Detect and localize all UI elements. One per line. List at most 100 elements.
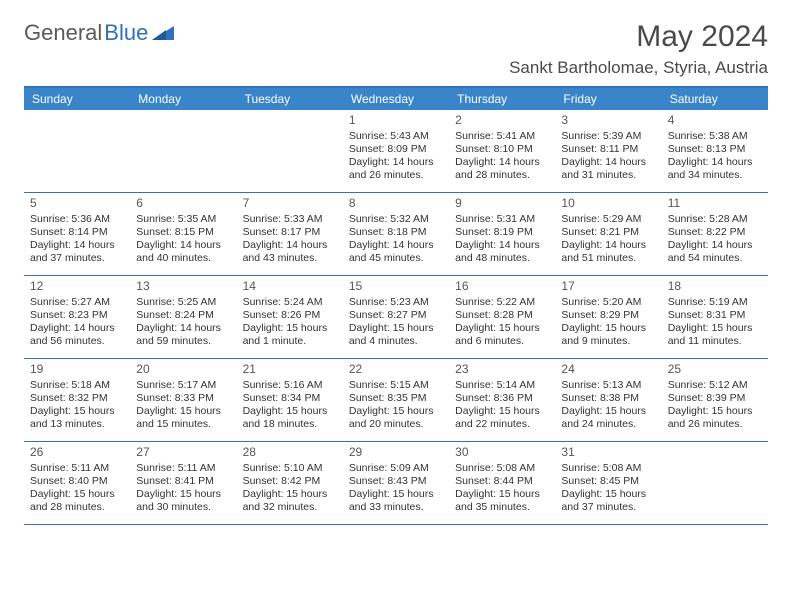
day-cell: 16Sunrise: 5:22 AMSunset: 8:28 PMDayligh… [449, 276, 555, 358]
day-number: 5 [30, 196, 124, 211]
dayhead-mon: Monday [130, 88, 236, 110]
day-header-row: Sunday Monday Tuesday Wednesday Thursday… [24, 88, 768, 110]
day-cell: 24 Sunrise: 5:13 AMSunset: 8:38 PMDayligh… [555, 359, 661, 441]
calendar-page: GeneralBlue May 2024 Sankt Bartholomae, … [0, 0, 792, 545]
day-info-day2: and 37 minutes. [561, 501, 655, 514]
day-info-sunset: Sunset: 8:27 PM [349, 309, 443, 322]
empty-cell [130, 110, 236, 192]
day-number: 30 [455, 445, 549, 460]
day-info-day1: Daylight: 14 hours [455, 156, 549, 169]
day-number: 20 [136, 362, 230, 377]
logo-triangle-icon [152, 20, 174, 46]
day-info-day2: and 4 minutes. [349, 335, 443, 348]
weeks-container: 1Sunrise: 5:43 AMSunset: 8:09 PMDaylight… [24, 110, 768, 525]
week-row: 1Sunrise: 5:43 AMSunset: 8:09 PMDaylight… [24, 110, 768, 193]
day-number: 9 [455, 196, 549, 211]
day-info-sunrise: Sunrise: 5:22 AM [455, 296, 549, 309]
day-info-sunset: Sunset: 8:21 PM [561, 226, 655, 239]
day-info-sunset: Sunset: 8:24 PM [136, 309, 230, 322]
day-info-sunset: Sunset: 8:41 PM [136, 475, 230, 488]
day-info-sunrise: Sunrise: 5:15 AM [349, 379, 443, 392]
day-info-sunset: Sunset: 8:31 PM [668, 309, 762, 322]
day-cell: 17Sunrise: 5:20 AMSunset: 8:29 PMDayligh… [555, 276, 661, 358]
day-number: 17 [561, 279, 655, 294]
day-info-sunrise: Sunrise: 5:29 AM [561, 213, 655, 226]
day-info-sunset: Sunset: 8:33 PM [136, 392, 230, 405]
day-info-day1: Daylight: 14 hours [349, 239, 443, 252]
week-row: 5Sunrise: 5:36 AMSunset: 8:14 PMDaylight… [24, 193, 768, 276]
day-number: 28 [243, 445, 337, 460]
day-info-day1: Daylight: 15 hours [30, 405, 124, 418]
day-cell: 8Sunrise: 5:32 AMSunset: 8:18 PMDaylight… [343, 193, 449, 275]
day-info-sunset: Sunset: 8:34 PM [243, 392, 337, 405]
day-info-day2: and 26 minutes. [349, 169, 443, 182]
day-info-sunrise: Sunrise: 5:32 AM [349, 213, 443, 226]
day-info-sunrise: Sunrise: 5:13 AM [561, 379, 655, 392]
day-info-sunrise: Sunrise: 5:20 AM [561, 296, 655, 309]
day-info-day2: and 56 minutes. [30, 335, 124, 348]
day-info-day1: Daylight: 14 hours [561, 239, 655, 252]
day-info-day1: Daylight: 14 hours [668, 156, 762, 169]
day-info-day2: and 43 minutes. [243, 252, 337, 265]
brand-logo: GeneralBlue [24, 20, 174, 46]
day-number: 31 [561, 445, 655, 460]
day-cell: 27Sunrise: 5:11 AMSunset: 8:41 PMDayligh… [130, 442, 236, 524]
day-number: 7 [243, 196, 337, 211]
day-info-sunset: Sunset: 8:39 PM [668, 392, 762, 405]
day-number: 24 [561, 362, 655, 377]
day-info-sunset: Sunset: 8:13 PM [668, 143, 762, 156]
day-cell: 20Sunrise: 5:17 AMSunset: 8:33 PMDayligh… [130, 359, 236, 441]
location-text: Sankt Bartholomae, Styria, Austria [509, 58, 768, 78]
day-info-day2: and 34 minutes. [668, 169, 762, 182]
day-number: 14 [243, 279, 337, 294]
day-info-sunrise: Sunrise: 5:39 AM [561, 130, 655, 143]
day-info-sunset: Sunset: 8:23 PM [30, 309, 124, 322]
day-info-day1: Daylight: 15 hours [668, 322, 762, 335]
day-info-sunrise: Sunrise: 5:38 AM [668, 130, 762, 143]
day-info-day1: Daylight: 14 hours [455, 239, 549, 252]
day-info-sunrise: Sunrise: 5:35 AM [136, 213, 230, 226]
empty-cell [237, 110, 343, 192]
day-cell: 22Sunrise: 5:15 AMSunset: 8:35 PMDayligh… [343, 359, 449, 441]
day-cell: 2Sunrise: 5:41 AMSunset: 8:10 PMDaylight… [449, 110, 555, 192]
day-info-sunset: Sunset: 8:40 PM [30, 475, 124, 488]
day-info-day1: Daylight: 15 hours [243, 488, 337, 501]
dayhead-sat: Saturday [662, 88, 768, 110]
day-cell: 26Sunrise: 5:11 AMSunset: 8:40 PMDayligh… [24, 442, 130, 524]
day-info-day2: and 59 minutes. [136, 335, 230, 348]
day-info-day2: and 9 minutes. [561, 335, 655, 348]
day-info-day2: and 31 minutes. [561, 169, 655, 182]
empty-cell [24, 110, 130, 192]
day-info-day1: Daylight: 15 hours [455, 405, 549, 418]
day-info-sunset: Sunset: 8:15 PM [136, 226, 230, 239]
day-info-day2: and 18 minutes. [243, 418, 337, 431]
day-info-day2: and 37 minutes. [30, 252, 124, 265]
day-info-sunset: Sunset: 8:44 PM [455, 475, 549, 488]
day-info-sunrise: Sunrise: 5:31 AM [455, 213, 549, 226]
day-info-sunrise: Sunrise: 5:09 AM [349, 462, 443, 475]
day-info-day2: and 13 minutes. [30, 418, 124, 431]
day-info-sunrise: Sunrise: 5:11 AM [30, 462, 124, 475]
day-cell: 25Sunrise: 5:12 AMSunset: 8:39 PMDayligh… [662, 359, 768, 441]
day-number: 26 [30, 445, 124, 460]
day-cell: 12Sunrise: 5:27 AMSunset: 8:23 PMDayligh… [24, 276, 130, 358]
day-info-sunrise: Sunrise: 5:14 AM [455, 379, 549, 392]
day-info-sunrise: Sunrise: 5:10 AM [243, 462, 337, 475]
day-info-day1: Daylight: 15 hours [243, 405, 337, 418]
day-info-day2: and 1 minute. [243, 335, 337, 348]
day-info-day1: Daylight: 14 hours [136, 322, 230, 335]
day-number: 19 [30, 362, 124, 377]
day-number: 15 [349, 279, 443, 294]
day-number: 3 [561, 113, 655, 128]
day-cell: 3Sunrise: 5:39 AMSunset: 8:11 PMDaylight… [555, 110, 661, 192]
day-info-day1: Daylight: 15 hours [349, 322, 443, 335]
day-info-sunset: Sunset: 8:38 PM [561, 392, 655, 405]
day-info-day1: Daylight: 15 hours [561, 405, 655, 418]
day-cell: 1Sunrise: 5:43 AMSunset: 8:09 PMDaylight… [343, 110, 449, 192]
day-info-day1: Daylight: 14 hours [30, 239, 124, 252]
day-info-sunrise: Sunrise: 5:08 AM [455, 462, 549, 475]
day-info-sunset: Sunset: 8:35 PM [349, 392, 443, 405]
day-info-sunset: Sunset: 8:22 PM [668, 226, 762, 239]
day-number: 21 [243, 362, 337, 377]
day-info-sunset: Sunset: 8:36 PM [455, 392, 549, 405]
